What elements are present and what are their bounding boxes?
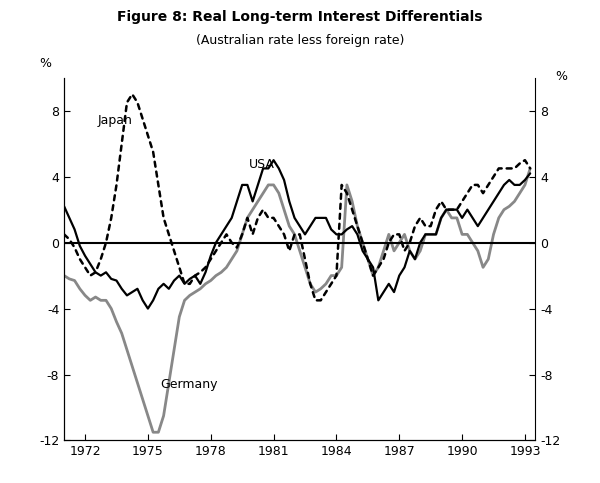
Text: Germany: Germany xyxy=(160,378,218,391)
Y-axis label: %: % xyxy=(556,71,568,84)
Text: USA: USA xyxy=(248,158,274,171)
Text: Figure 8: Real Long-term Interest Differentials: Figure 8: Real Long-term Interest Differ… xyxy=(117,10,483,24)
Text: (Australian rate less foreign rate): (Australian rate less foreign rate) xyxy=(196,34,404,47)
Text: Japan: Japan xyxy=(98,114,133,127)
Y-axis label: %: % xyxy=(39,57,51,71)
